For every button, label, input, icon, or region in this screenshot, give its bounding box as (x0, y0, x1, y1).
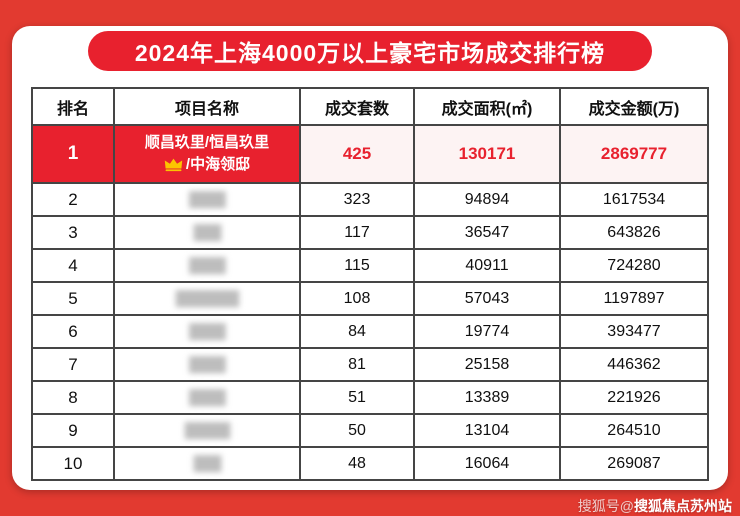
ranking-table: 排名 项目名称 成交套数 成交面积(㎡) 成交金额(万) 1 顺昌玖里/恒昌玖里 /… (31, 87, 709, 481)
blurred-project-name: ████ (189, 322, 226, 339)
table-row: 5 ███████ 108 57043 1197897 (31, 281, 709, 316)
project-name-cell: ███████ (113, 281, 301, 316)
area-sold-cell: 13104 (413, 413, 561, 448)
project-name-line1: 顺昌玖里/恒昌玖里 (144, 134, 270, 152)
blurred-project-name: ████ (189, 256, 226, 273)
project-name-cell: ███ (113, 215, 301, 250)
area-sold-cell: 25158 (413, 347, 561, 382)
rank-cell: 3 (31, 215, 115, 250)
amount-cell: 446362 (559, 347, 709, 382)
area-sold-cell: 36547 (413, 215, 561, 250)
column-header-rank: 排名 (31, 87, 115, 126)
area-sold-cell: 57043 (413, 281, 561, 316)
rank-cell: 6 (31, 314, 115, 349)
amount-cell: 643826 (559, 215, 709, 250)
rank-cell: 5 (31, 281, 115, 316)
area-sold-cell: 13389 (413, 380, 561, 415)
column-header-units-sold: 成交套数 (299, 87, 415, 126)
title-banner: 2024年上海4000万以上豪宅市场成交排行榜 (88, 31, 652, 71)
blurred-project-name: ████ (189, 190, 226, 207)
table-row: 9 █████ 50 13104 264510 (31, 413, 709, 448)
blurred-project-name: ███ (193, 223, 222, 240)
table-row: 4 ████ 115 40911 724280 (31, 248, 709, 283)
project-name-cell: █████ (113, 413, 301, 448)
table-row: 1 顺昌玖里/恒昌玖里/中海领邸 425 130171 2869777 (31, 124, 709, 184)
rank-cell: 1 (31, 124, 115, 184)
table-row: 6 ████ 84 19774 393477 (31, 314, 709, 349)
watermark: 搜狐号@搜狐焦点苏州站 (578, 497, 732, 515)
amount-cell: 1197897 (559, 281, 709, 316)
column-header-amount: 成交金额(万) (559, 87, 709, 126)
amount-cell: 2869777 (559, 124, 709, 184)
project-name-cell: ████ (113, 182, 301, 217)
column-header-project-name: 项目名称 (113, 87, 301, 126)
table-row: 2 ████ 323 94894 1617534 (31, 182, 709, 217)
units-sold-cell: 117 (299, 215, 415, 250)
table-row: 8 ████ 51 13389 221926 (31, 380, 709, 415)
amount-cell: 724280 (559, 248, 709, 283)
rank-cell: 2 (31, 182, 115, 217)
units-sold-cell: 108 (299, 281, 415, 316)
amount-cell: 1617534 (559, 182, 709, 217)
rank-cell: 7 (31, 347, 115, 382)
amount-cell: 393477 (559, 314, 709, 349)
units-sold-cell: 115 (299, 248, 415, 283)
area-sold-cell: 94894 (413, 182, 561, 217)
project-name-line2-text: /中海领邸 (185, 156, 251, 173)
project-name-line2: /中海领邸 (116, 154, 298, 176)
rank-cell: 4 (31, 248, 115, 283)
project-name-cell: ███ (113, 446, 301, 481)
page-title: 2024年上海4000万以上豪宅市场成交排行榜 (134, 40, 606, 66)
ranking-table-body: 1 顺昌玖里/恒昌玖里/中海领邸 425 130171 2869777 2 ████ 323 9… (31, 124, 709, 481)
units-sold-cell: 50 (299, 413, 415, 448)
area-sold-cell: 40911 (413, 248, 561, 283)
rank-cell: 8 (31, 380, 115, 415)
watermark-account: 搜狐焦点苏州站 (634, 498, 732, 514)
table-wrapper: 排名 项目名称 成交套数 成交面积(㎡) 成交金额(万) 1 顺昌玖里/恒昌玖里 /… (31, 87, 709, 481)
units-sold-cell: 48 (299, 446, 415, 481)
table-header-row: 排名 项目名称 成交套数 成交面积(㎡) 成交金额(万) (31, 87, 709, 126)
blurred-project-name: ████ (189, 355, 226, 372)
area-sold-cell: 19774 (413, 314, 561, 349)
blurred-project-name: ████ (189, 388, 226, 405)
project-name-cell: 顺昌玖里/恒昌玖里/中海领邸 (113, 124, 301, 184)
project-name-cell: ████ (113, 248, 301, 283)
watermark-prefix: 搜狐号@ (577, 498, 634, 514)
blurred-project-name: ███████ (175, 289, 239, 306)
units-sold-cell: 425 (299, 124, 415, 184)
blurred-project-name: █████ (184, 421, 231, 438)
units-sold-cell: 323 (299, 182, 415, 217)
ranking-card: 2024年上海4000万以上豪宅市场成交排行榜 排名 项目名称 成交套数 成交面… (12, 26, 728, 490)
amount-cell: 264510 (559, 413, 709, 448)
project-name-cell: ████ (113, 347, 301, 382)
amount-cell: 221926 (559, 380, 709, 415)
rank-cell: 10 (31, 446, 115, 481)
project-name-cell: ████ (113, 380, 301, 415)
units-sold-cell: 51 (299, 380, 415, 415)
rank-cell: 9 (31, 413, 115, 448)
area-sold-cell: 130171 (413, 124, 561, 184)
table-row: 7 ████ 81 25158 446362 (31, 347, 709, 382)
units-sold-cell: 81 (299, 347, 415, 382)
column-header-area-sold: 成交面积(㎡) (413, 87, 561, 126)
blurred-project-name: ███ (193, 454, 222, 471)
amount-cell: 269087 (559, 446, 709, 481)
table-row: 3 ███ 117 36547 643826 (31, 215, 709, 250)
table-row: 10 ███ 48 16064 269087 (31, 446, 709, 481)
project-name-cell: ████ (113, 314, 301, 349)
units-sold-cell: 84 (299, 314, 415, 349)
area-sold-cell: 16064 (413, 446, 561, 481)
crown-icon (164, 157, 183, 172)
